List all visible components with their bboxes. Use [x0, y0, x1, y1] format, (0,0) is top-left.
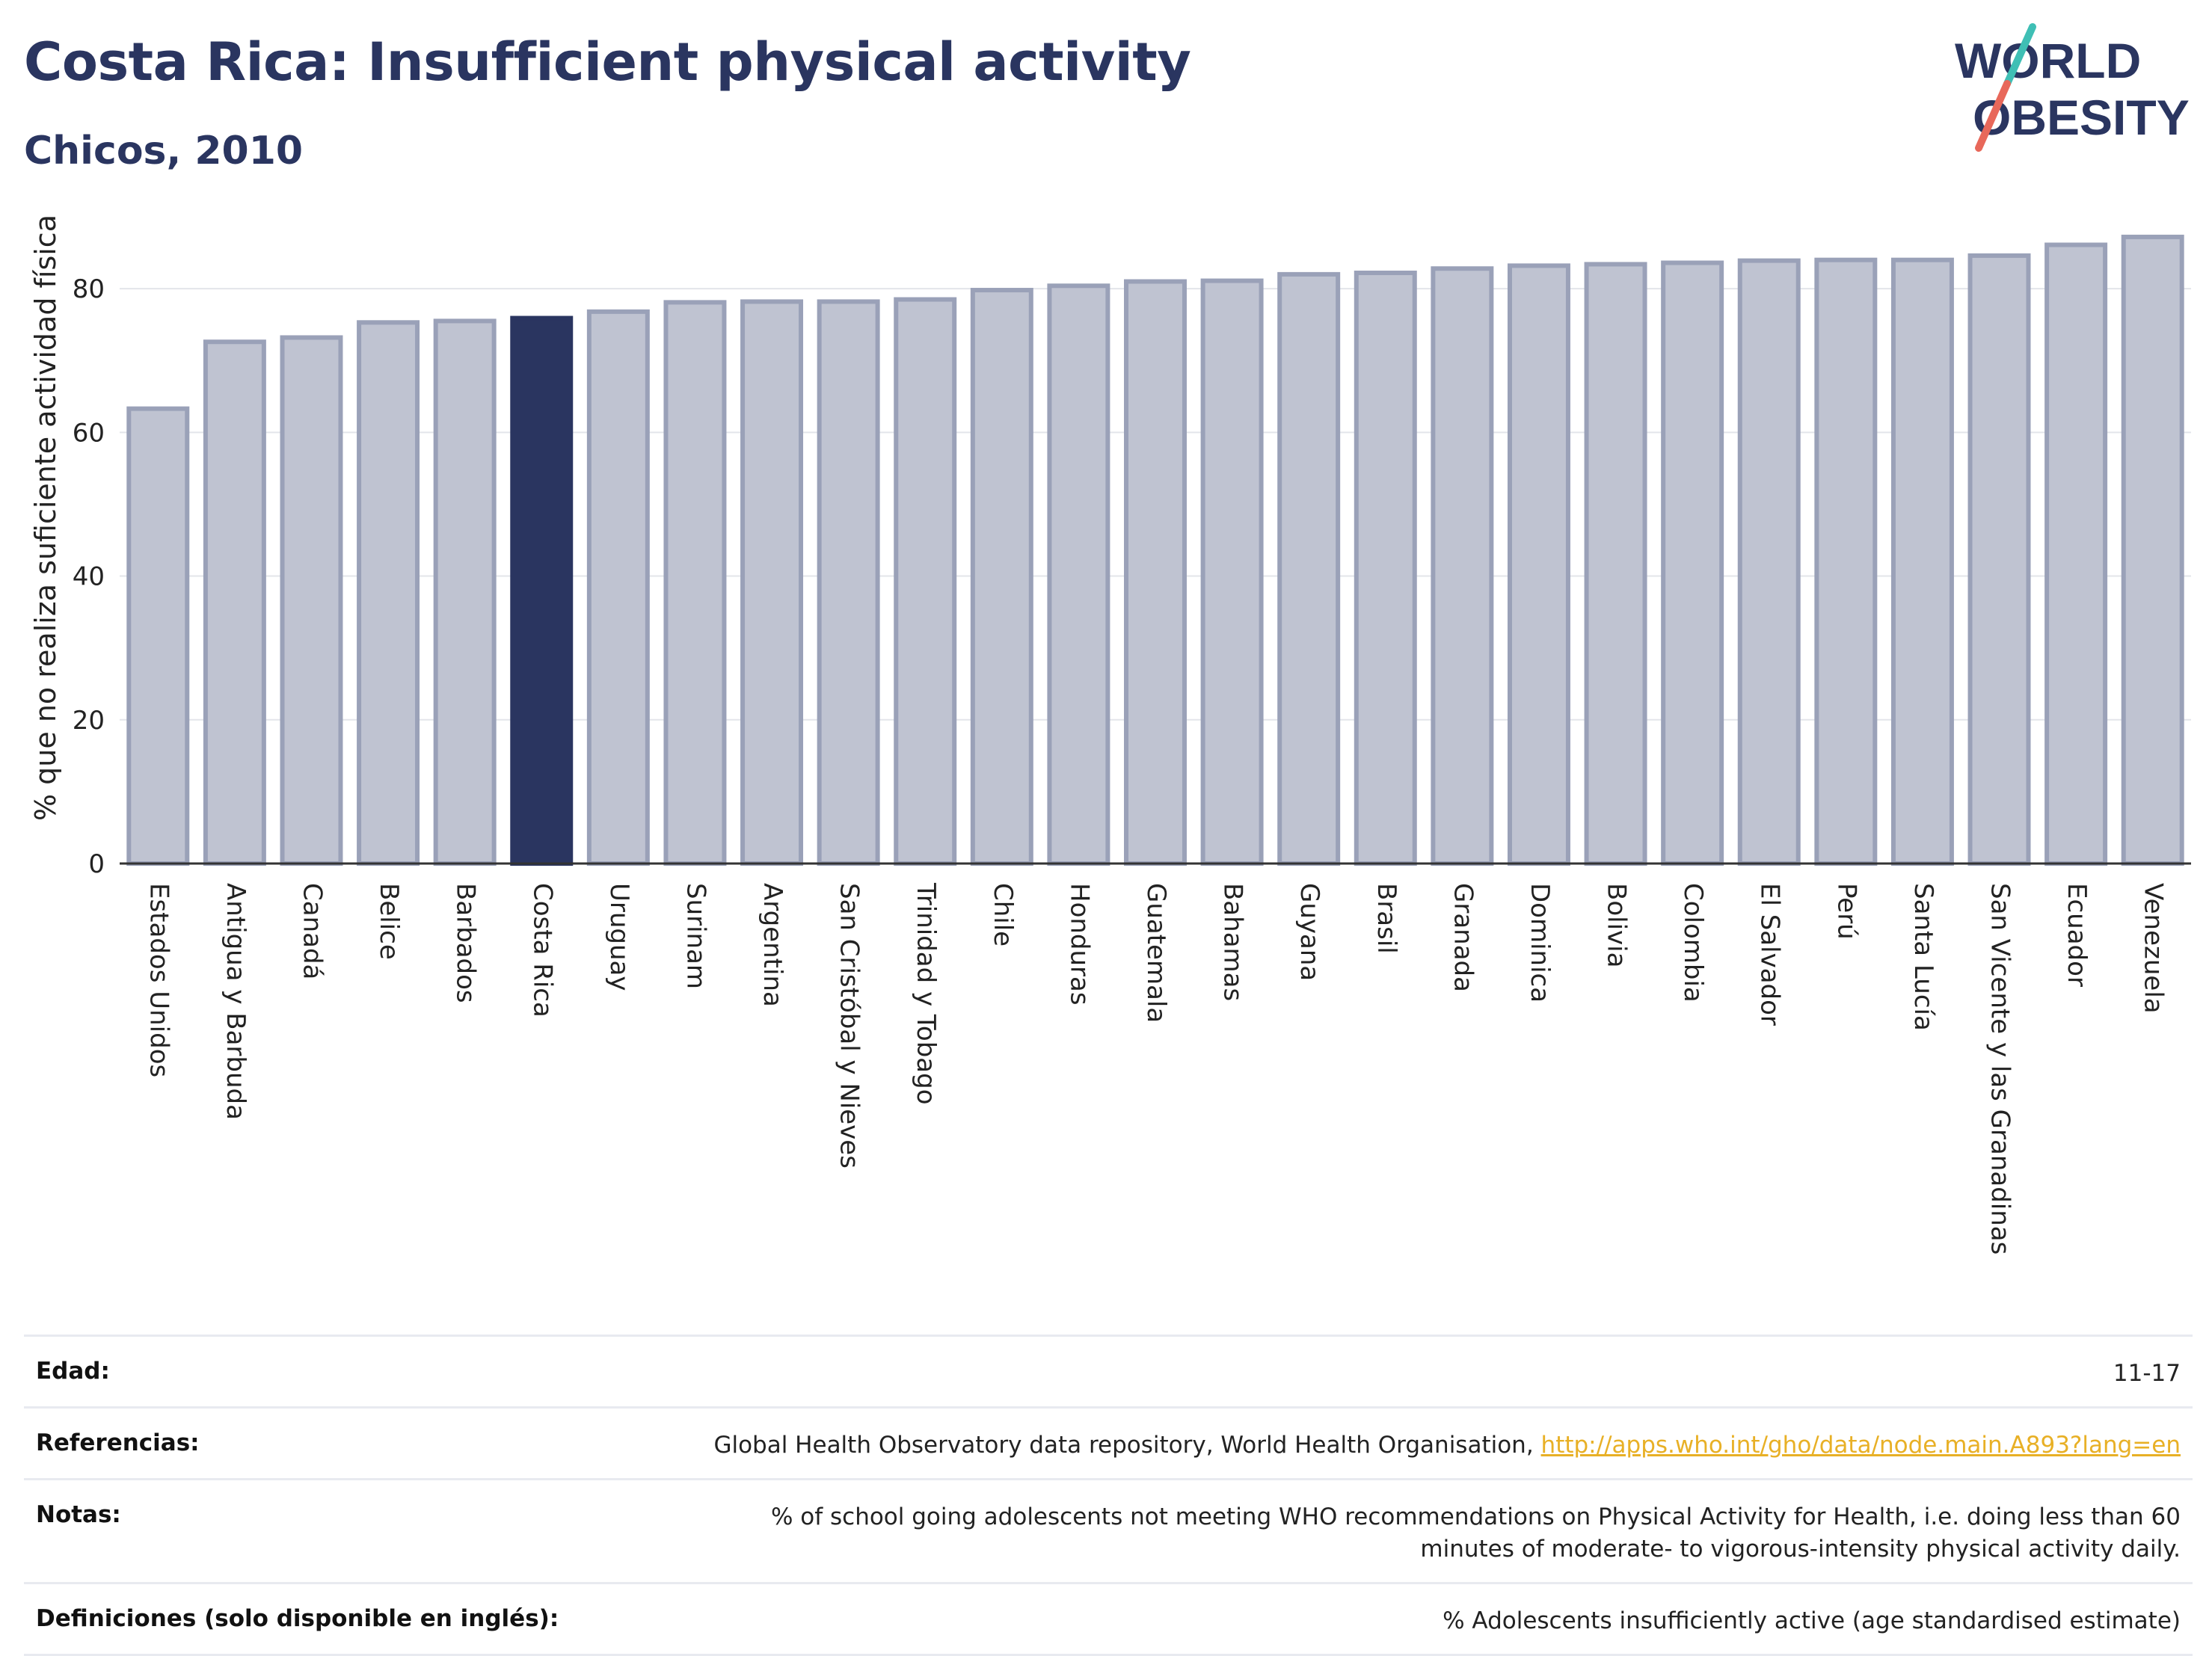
bar-18 — [1507, 263, 1570, 867]
bar-15 — [1277, 271, 1341, 866]
bar-6 — [586, 309, 650, 867]
x-tick-label: Santa Lucía — [1908, 883, 1938, 1031]
info-row-notes: Notas: % of school going adolescents not… — [24, 1478, 2193, 1582]
x-tick-label: El Salvador — [1755, 883, 1785, 1026]
age-value: 11-17 — [2113, 1360, 2181, 1387]
bar-20 — [1661, 260, 1724, 866]
bar-16 — [1354, 270, 1417, 866]
x-tick-label: Chile — [988, 883, 1018, 946]
bar-13 — [1124, 279, 1187, 866]
x-tick-label: Antigua y Barbuda — [221, 883, 251, 1120]
bar-24 — [1967, 253, 2031, 866]
y-tick-label: 60 — [73, 418, 105, 448]
bars — [126, 234, 2184, 867]
x-tick-label: Surinam — [681, 883, 710, 989]
y-tick-label: 80 — [73, 274, 105, 304]
bar-4 — [433, 318, 497, 867]
info-table: Edad: 11-17 Referencias: Global Health O… — [24, 1335, 2193, 1656]
x-tick-label: Trinidad y Tobago — [911, 882, 941, 1105]
x-tick-label: Venezuela — [2139, 883, 2169, 1014]
definitions-label: Definiciones (solo disponible en inglés)… — [36, 1605, 559, 1632]
y-tick-label: 20 — [73, 706, 105, 736]
x-tick-label: Costa Rica — [527, 883, 557, 1018]
x-tick-labels: Estados Unidos Antigua y Barbuda Canadá Bel… — [144, 882, 2168, 1255]
x-tick-label: Granada — [1448, 883, 1478, 992]
info-row-definitions: Definiciones (solo disponible en inglés)… — [24, 1582, 2193, 1656]
x-tick-label: San Vicente y las Granadinas — [1985, 883, 2015, 1255]
bar-19 — [1584, 262, 1647, 866]
x-tick-label: Barbados — [451, 883, 481, 1003]
info-row-references: Referencias: Global Health Observatory d… — [24, 1406, 2193, 1478]
bar-9 — [817, 299, 880, 866]
bar-26 — [2121, 234, 2184, 866]
x-tick-label: Estados Unidos — [144, 883, 173, 1077]
x-tick-label: Dominica — [1525, 883, 1555, 1003]
bar-17 — [1431, 266, 1494, 866]
chart-subtitle: Chicos, 2010 — [24, 129, 304, 173]
x-tick-label: Belice — [374, 883, 404, 960]
y-tick-label: 40 — [73, 562, 105, 592]
bar-11 — [970, 288, 1033, 866]
definitions-value: % Adolescents insufficiently active (age… — [1443, 1607, 2181, 1634]
bar-14 — [1200, 278, 1264, 866]
bar-1 — [203, 339, 266, 866]
bar-10 — [894, 297, 957, 866]
bar-25 — [2044, 242, 2108, 866]
y-tick-labels: 0 20 40 60 80 — [73, 274, 105, 879]
x-tick-label: San Cristóbal y Nieves — [835, 883, 864, 1169]
references-text: Global Health Observatory data repositor… — [713, 1432, 1541, 1459]
y-tick-label: 0 — [88, 849, 105, 879]
bar-23 — [1890, 257, 1954, 866]
x-tick-label: Bahamas — [1218, 883, 1248, 1001]
bar-chart: 0 20 40 60 80 Estados Unidos Antigua y Barbud… — [29, 215, 2191, 1255]
bar-22 — [1814, 257, 1878, 866]
world-obesity-logo: WORLD OBESITY — [1955, 23, 2190, 152]
chart-title: Costa Rica: Insufficient physical activi… — [24, 31, 1191, 93]
bar-0 — [126, 406, 190, 866]
svg-text:OBESITY: OBESITY — [1973, 90, 2190, 145]
x-tick-label: Ecuador — [2062, 883, 2092, 987]
references-link[interactable]: http://apps.who.int/gho/data/node.main.A… — [1540, 1432, 2181, 1459]
svg-text:WORLD: WORLD — [1955, 33, 2141, 88]
bar-21 — [1737, 258, 1801, 866]
notes-value: % of school going adolescents not meetin… — [770, 1503, 2181, 1563]
bar-8 — [740, 299, 804, 866]
x-tick-label: Brasil — [1371, 883, 1401, 954]
x-tick-label: Perú — [1831, 883, 1861, 940]
bar-2 — [280, 335, 343, 866]
age-label: Edad: — [36, 1358, 110, 1385]
x-tick-label: Canadá — [297, 883, 327, 979]
x-tick-label: Colombia — [1678, 883, 1708, 1003]
info-row-age: Edad: 11-17 — [24, 1335, 2193, 1406]
bar-7 — [663, 300, 727, 867]
references-value: Global Health Observatory data repositor… — [713, 1429, 2181, 1462]
notes-label: Notas: — [36, 1501, 121, 1528]
bar-5 — [510, 315, 574, 866]
x-tick-label: Bolivia — [1602, 883, 1632, 967]
references-label: Referencias: — [36, 1429, 200, 1456]
x-tick-label: Guatemala — [1141, 883, 1171, 1023]
bar-3 — [357, 320, 420, 866]
x-tick-label: Guyana — [1294, 883, 1324, 981]
x-tick-label: Argentina — [758, 883, 787, 1007]
x-tick-label: Honduras — [1064, 883, 1094, 1006]
x-tick-label: Uruguay — [604, 883, 634, 991]
bar-12 — [1047, 283, 1110, 866]
y-axis-label: % que no realiza suficiente actividad fí… — [29, 215, 62, 821]
